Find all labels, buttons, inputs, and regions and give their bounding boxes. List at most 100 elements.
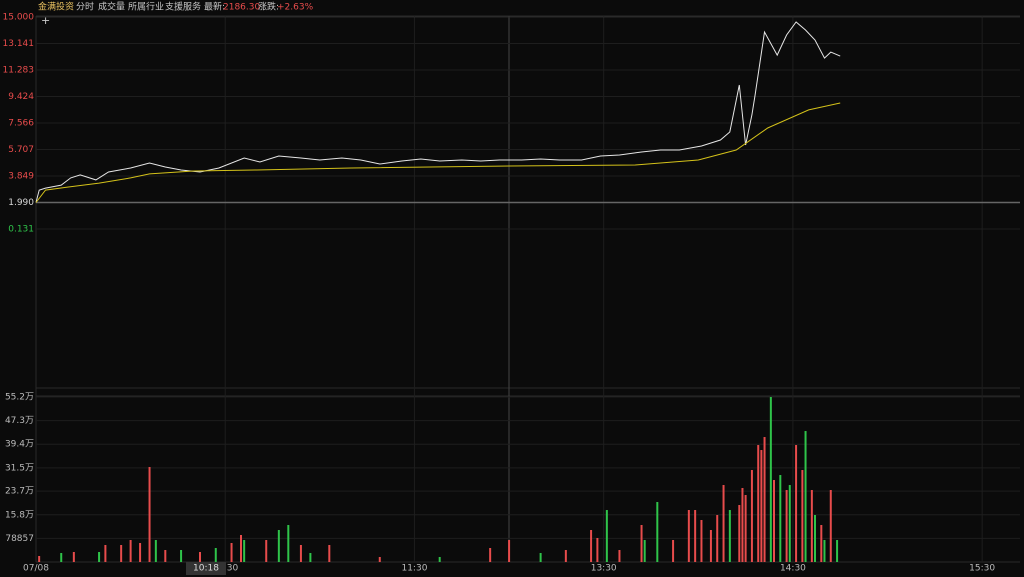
volume-bar xyxy=(750,470,753,562)
volume-bar xyxy=(378,557,381,562)
stock-name[interactable]: 金满投资 xyxy=(38,1,74,13)
volume-bar xyxy=(309,553,312,562)
volume-bar xyxy=(265,540,268,562)
volume-bar xyxy=(795,445,798,562)
price-line xyxy=(35,21,841,203)
header: 金满投资 分时 成交量 所属行业 支援服务 最新: 2186.30 涨跌: +2… xyxy=(38,1,314,13)
volume-bar xyxy=(722,485,725,562)
volume-tick-label: 39.4万 xyxy=(5,440,34,450)
tab[interactable]: 所属行业 xyxy=(128,1,164,13)
volume-bar xyxy=(716,515,719,562)
volume-bar xyxy=(672,540,675,562)
volume-bar xyxy=(129,540,132,562)
volume-bar xyxy=(640,525,643,562)
volume-bar xyxy=(164,550,167,562)
volume-bar xyxy=(728,510,731,562)
volume-bar xyxy=(590,530,593,562)
volume-bar xyxy=(814,515,816,562)
volume-bar xyxy=(656,502,659,562)
plot: 07/0810:3011:3013:3014:3015:3015.00013.1… xyxy=(3,13,1020,574)
volume-bar xyxy=(240,535,242,562)
volume-tick-label: 31.5万 xyxy=(5,463,34,473)
change-label: 涨跌: xyxy=(258,2,279,13)
cursor-label-box xyxy=(186,562,226,575)
volume-bar xyxy=(829,490,832,562)
volume-bar xyxy=(564,550,567,562)
volume-bar xyxy=(801,470,804,562)
volume-bar xyxy=(214,548,217,562)
x-tick-label: 13:30 xyxy=(591,564,617,574)
volume-bar xyxy=(773,480,775,562)
tab[interactable]: 分时 xyxy=(76,1,94,13)
x-tick-label: 14:30 xyxy=(780,564,806,574)
x-tick-label: 15:30 xyxy=(969,564,995,574)
volume-bar xyxy=(744,495,747,562)
y-tick-label: 15.000 xyxy=(3,13,35,23)
volume-bar xyxy=(820,525,823,562)
volume-bar xyxy=(763,437,766,562)
volume-bar xyxy=(98,552,101,562)
volume-bar xyxy=(328,545,331,562)
x-tick-label: 07/08 xyxy=(23,564,49,574)
volume-bar xyxy=(788,485,791,562)
y-tick-label: 13.141 xyxy=(3,39,35,49)
y-tick-label: 0.131 xyxy=(8,224,34,234)
change-value: +2.63% xyxy=(277,3,314,13)
volume-bar xyxy=(230,543,233,562)
volume-bar xyxy=(779,475,782,562)
volume-bar xyxy=(760,450,763,562)
volume-bar xyxy=(804,431,807,562)
cursor-label: 10:18 xyxy=(193,564,219,574)
volume-bar xyxy=(199,552,201,562)
volume-tick-label: 78857 xyxy=(5,534,34,544)
volume-bar xyxy=(299,545,302,562)
volume-bar xyxy=(139,543,142,562)
crosshair-icon: + xyxy=(41,14,50,27)
volume-bar xyxy=(104,545,107,562)
tab[interactable]: 支援服务 xyxy=(165,1,201,13)
y-tick-label: 1.990 xyxy=(8,198,34,208)
volume-bar xyxy=(700,520,703,562)
x-tick-label: 11:30 xyxy=(401,564,427,574)
volume-bar xyxy=(438,557,441,562)
volume-bar xyxy=(741,488,744,562)
volume-bar xyxy=(823,540,826,562)
y-tick-label: 11.283 xyxy=(3,65,35,75)
volume-bar xyxy=(738,505,741,562)
volume-bar xyxy=(596,538,599,562)
volume-tick-label: 55.2万 xyxy=(5,393,34,403)
volume-bar xyxy=(148,467,151,562)
volume-bar xyxy=(709,530,712,562)
volume-bar xyxy=(539,553,542,562)
volume-bar xyxy=(785,490,788,562)
y-tick-label: 3.849 xyxy=(8,171,34,181)
tab[interactable]: 成交量 xyxy=(98,1,125,13)
volume-tick-label: 23.7万 xyxy=(5,487,34,497)
volume-bar xyxy=(72,552,75,562)
volume-bar xyxy=(277,530,280,562)
volume-bar xyxy=(120,545,123,562)
volume-bar xyxy=(810,490,813,562)
y-tick-label: 9.424 xyxy=(8,92,34,102)
volume-bar xyxy=(687,510,690,562)
latest-label: 最新: xyxy=(204,1,225,13)
volume-tick-label: 15.8万 xyxy=(5,510,34,520)
volume-bar xyxy=(508,540,511,562)
volume-bar xyxy=(154,540,157,562)
volume-bar xyxy=(836,540,839,562)
latest-value: 2186.30 xyxy=(223,3,260,13)
volume-bar xyxy=(757,445,760,562)
volume-bar xyxy=(769,397,772,562)
volume-bar xyxy=(38,556,41,562)
volume-bar xyxy=(643,540,646,562)
y-tick-label: 7.566 xyxy=(8,118,34,128)
volume-bar xyxy=(180,550,183,562)
volume-bar xyxy=(605,510,608,562)
volume-bar xyxy=(618,550,621,562)
volume-bar xyxy=(489,548,492,562)
volume-tick-label: 47.3万 xyxy=(5,416,34,426)
price-line xyxy=(35,102,841,203)
